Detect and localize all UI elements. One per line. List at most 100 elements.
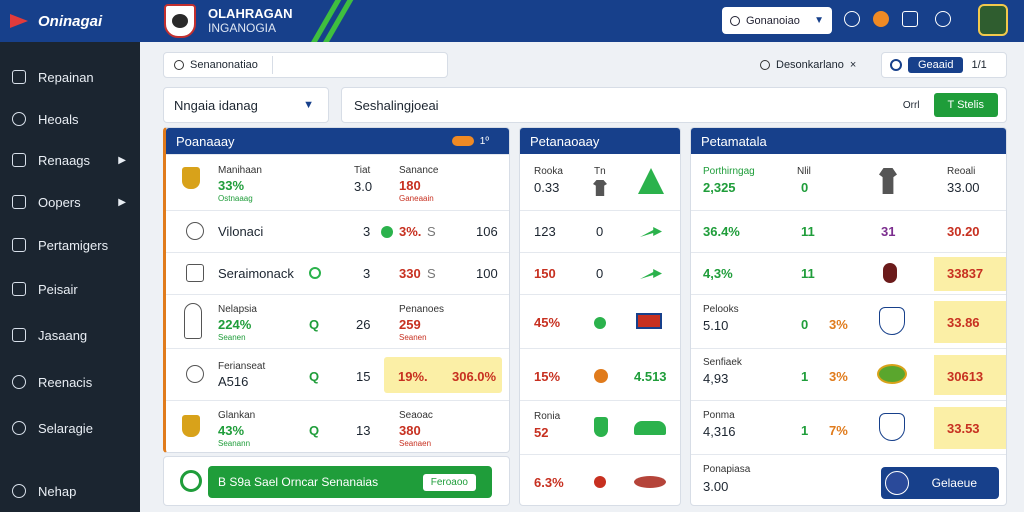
table-row[interactable]: Ponma 4,316 1 7% 33.53	[691, 400, 1006, 454]
table-row[interactable]: Ferianseat A516 Q 15 19%. 306.0%	[166, 348, 509, 400]
sidebar-item-5[interactable]: Pertamigers	[0, 231, 140, 259]
row-label: Pelooks	[703, 304, 739, 315]
search-icon	[174, 60, 184, 70]
sidebar-item-3[interactable]: Renaags ▶	[0, 146, 140, 174]
top-bar: OLAHRAGAN INGANOGIA Gonanoiao ▼	[140, 0, 1024, 42]
promo-tag[interactable]: Feroaoo	[422, 473, 476, 491]
row-value: 106	[476, 224, 498, 239]
row-number: 3.0	[354, 179, 373, 194]
row-value: 380	[399, 423, 421, 438]
chevron-right-icon: ▶	[118, 154, 126, 166]
table-row[interactable]: Nelapsia 224% Seanen Q 26 Penanoes 259 S…	[166, 294, 509, 348]
filter-apply-button[interactable]: T Stelis	[933, 93, 998, 117]
row-number: 0	[596, 266, 604, 281]
promo-banner[interactable]: B S9a Sael Orncar Senanaias Feroaoo	[208, 466, 492, 498]
avatar[interactable]	[978, 4, 1008, 36]
search-input[interactable]: Senanonatiao	[190, 59, 258, 71]
table-row[interactable]: 6.3%	[520, 454, 680, 507]
row-s: S	[427, 224, 436, 239]
row-value: 259	[399, 317, 421, 332]
table-row[interactable]: 15% 4.513	[520, 348, 680, 400]
clock-icon[interactable]	[844, 11, 860, 27]
shirt-icon	[879, 168, 897, 194]
promo-text: B S9a Sael Orncar Senanaias	[218, 475, 379, 489]
timer-icon	[760, 60, 770, 70]
panel-stats: Petanaoaay Rooka 0.33 Tn 123 0 150 0 45%…	[519, 127, 681, 506]
row-value: 5.10	[703, 318, 729, 333]
brand-subtitle: INGANOGIA	[208, 21, 277, 35]
toggle-pill[interactable]: Geaaid	[908, 57, 964, 73]
row-value: 4,93	[703, 371, 729, 386]
badge-icon	[186, 365, 204, 383]
filter-text[interactable]: Seshalingjoeai	[354, 97, 439, 113]
row-label: Ronia	[534, 411, 561, 422]
app-logo[interactable]: Oninagai	[0, 0, 140, 42]
sidebar-item-10[interactable]: Nehap	[0, 477, 140, 505]
row-value: 15%	[534, 369, 561, 384]
row-value: 123	[534, 224, 556, 239]
row-label: Glankan	[218, 410, 256, 421]
row-s: S	[427, 266, 436, 281]
sidebar-item-2[interactable]: Heoals	[0, 105, 140, 133]
table-row[interactable]: Senfiaek 4,93 1 3% 30613	[691, 348, 1006, 400]
competition-select[interactable]: Nngaia idanag ▼	[163, 87, 329, 123]
shield-icon	[883, 263, 897, 283]
table-row[interactable]: Glankan 43% Seanann Q 13 Seaoac 380 Sean…	[166, 400, 509, 454]
header-search-label: Gonanoiao	[746, 14, 800, 27]
figure-icon	[184, 303, 202, 339]
table-row[interactable]: 4,3% 11 33837	[691, 252, 1006, 294]
help-icon	[12, 484, 26, 498]
table-row[interactable]: Ronia 52	[520, 400, 680, 454]
table-row[interactable]: 123 0	[520, 210, 680, 252]
panel-header: Poanaaay 1º	[166, 128, 509, 154]
table-row[interactable]: 36.4% 11 31 30.20	[691, 210, 1006, 252]
sidebar-item-1[interactable]: Repainan	[0, 63, 140, 91]
row-pct: 3%	[829, 317, 848, 332]
alert-icon[interactable]	[873, 11, 889, 27]
shield-icon	[594, 417, 608, 437]
row-label: Senfiaek	[703, 357, 742, 368]
badge-icon	[186, 222, 204, 240]
table-row[interactable]: Porthirngag 2,325 Nlil 0 Reoali 33.00	[691, 154, 1006, 210]
highlight-cell	[934, 407, 1006, 449]
sidebar-item-label: Pertamigers	[38, 237, 109, 253]
view-toggle[interactable]: Geaaid 1/1	[881, 52, 1007, 78]
settings-icon	[12, 375, 26, 389]
sidebar-item-6[interactable]: Peisair	[0, 275, 140, 303]
select-value: Nngaia idanag	[174, 97, 258, 113]
table-row[interactable]: Manihaan 33% Ostnaaag Tiat 3.0 Sanance 1…	[166, 154, 509, 210]
close-icon[interactable]: ×	[849, 59, 857, 71]
row-col-label: Nlil	[797, 166, 811, 177]
row-value: 180	[399, 178, 421, 193]
table-row[interactable]: 150 0	[520, 252, 680, 294]
row-label: Manihaan	[218, 165, 262, 176]
logo-icon	[10, 14, 32, 28]
team-crest-icon[interactable]	[164, 4, 196, 38]
table-row[interactable]: Seraimonack 3 330 S 100	[166, 252, 509, 294]
row-value2: 33.53	[947, 421, 980, 436]
panel-toggle[interactable]: 1º	[451, 136, 489, 147]
sidebar-item-4[interactable]: Oopers ▶	[0, 188, 140, 216]
table-row[interactable]: Rooka 0.33 Tn	[520, 154, 680, 210]
row-pct: 3%.	[399, 224, 422, 239]
sidebar-item-8[interactable]: Reenacis	[0, 368, 140, 396]
gear-icon[interactable]	[935, 11, 951, 27]
row-value: 3.00	[703, 479, 729, 494]
table-row[interactable]: Vilonaci 3 3%. S 106	[166, 210, 509, 252]
filter-option[interactable]: Orrl	[902, 99, 920, 111]
sidebar-item-label: Selaragie	[38, 420, 93, 436]
sidebar-item-label: Peisair	[38, 281, 78, 297]
decor-stripe	[300, 0, 360, 42]
sidebar-item-7[interactable]: Jasaang	[0, 321, 140, 349]
panel-title: Petamatala	[701, 133, 767, 149]
row-number: 0	[801, 180, 809, 195]
row-col-label: Reoali	[947, 166, 976, 177]
table-row[interactable]: 45%	[520, 294, 680, 348]
tools-icon[interactable]	[902, 11, 918, 27]
search-box[interactable]: Senanonatiao	[163, 52, 448, 78]
table-row[interactable]: Ponapiasa 3.00 Gelaeue	[691, 454, 1006, 507]
top-right-filter[interactable]: Desonkarlano ×	[760, 52, 856, 78]
table-row[interactable]: Pelooks 5.10 0 3% 33.86	[691, 294, 1006, 348]
header-search-dropdown[interactable]: Gonanoiao ▼	[722, 7, 832, 34]
sidebar-item-9[interactable]: Selaragie	[0, 414, 140, 442]
